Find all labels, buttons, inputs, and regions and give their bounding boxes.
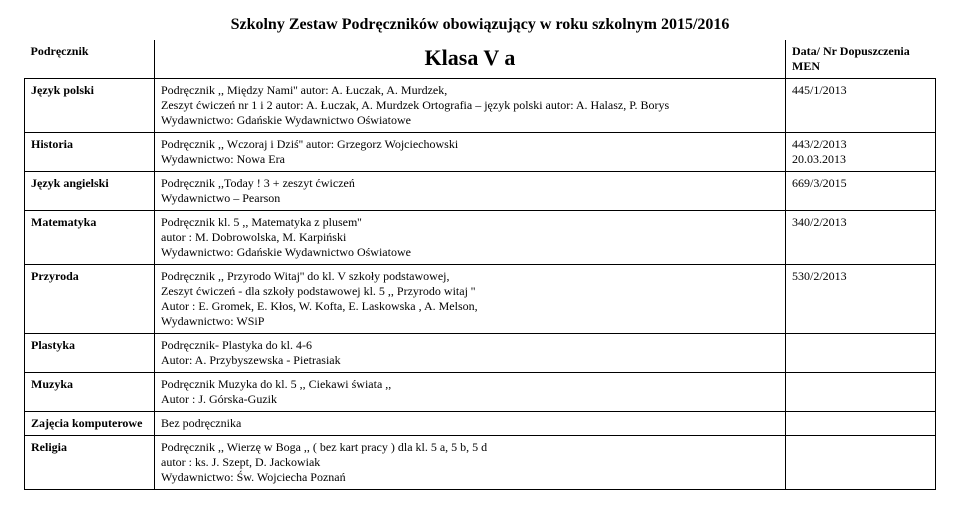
header-col-approval: Data/ Nr Dopuszczenia MEN <box>786 40 936 79</box>
table-row: ReligiaPodręcznik ,, Wierzę w Boga ,, ( … <box>25 436 936 490</box>
subject-cell: Język angielski <box>25 172 155 211</box>
table-row: Język angielskiPodręcznik ,,Today ! 3 + … <box>25 172 936 211</box>
table-row: Zajęcia komputeroweBez podręcznika <box>25 412 936 436</box>
content-cell: Podręcznik ,, Wczoraj i Dziś'' autor: Gr… <box>155 133 786 172</box>
approval-cell <box>786 334 936 373</box>
subject-cell: Przyroda <box>25 265 155 334</box>
approval-cell <box>786 373 936 412</box>
approval-cell: 443/2/2013 20.03.2013 <box>786 133 936 172</box>
subject-cell: Plastyka <box>25 334 155 373</box>
subject-cell: Religia <box>25 436 155 490</box>
table-row: PrzyrodaPodręcznik ,, Przyrodo Witaj'' d… <box>25 265 936 334</box>
document-title: Szkolny Zestaw Podręczników obowiązujący… <box>24 16 936 34</box>
table-row: PlastykaPodręcznik- Plastyka do kl. 4-6 … <box>25 334 936 373</box>
subject-cell: Język polski <box>25 79 155 133</box>
table-row: MuzykaPodręcznik Muzyka do kl. 5 ,, Ciek… <box>25 373 936 412</box>
approval-cell: 445/1/2013 <box>786 79 936 133</box>
content-cell: Bez podręcznika <box>155 412 786 436</box>
textbook-table: Podręcznik Klasa V a Data/ Nr Dopuszczen… <box>24 40 936 490</box>
table-row: MatematykaPodręcznik kl. 5 ,, Matematyka… <box>25 211 936 265</box>
content-cell: Podręcznik kl. 5 ,, Matematyka z plusem'… <box>155 211 786 265</box>
approval-cell: 669/3/2015 <box>786 172 936 211</box>
content-cell: Podręcznik Muzyka do kl. 5 ,, Ciekawi św… <box>155 373 786 412</box>
table-row: Język polskiPodręcznik ,, Między Nami'' … <box>25 79 936 133</box>
approval-cell <box>786 412 936 436</box>
content-cell: Podręcznik- Plastyka do kl. 4-6 Autor: A… <box>155 334 786 373</box>
table-header-row: Podręcznik Klasa V a Data/ Nr Dopuszczen… <box>25 40 936 79</box>
header-col-subject: Podręcznik <box>25 40 155 79</box>
header-col-class: Klasa V a <box>155 40 786 79</box>
subject-cell: Zajęcia komputerowe <box>25 412 155 436</box>
approval-cell <box>786 436 936 490</box>
content-cell: Podręcznik ,, Przyrodo Witaj'' do kl. V … <box>155 265 786 334</box>
subject-cell: Historia <box>25 133 155 172</box>
subject-cell: Muzyka <box>25 373 155 412</box>
content-cell: Podręcznik ,, Wierzę w Boga ,, ( bez kar… <box>155 436 786 490</box>
approval-cell: 530/2/2013 <box>786 265 936 334</box>
table-row: HistoriaPodręcznik ,, Wczoraj i Dziś'' a… <box>25 133 936 172</box>
content-cell: Podręcznik ,,Today ! 3 + zeszyt ćwiczeń … <box>155 172 786 211</box>
approval-cell: 340/2/2013 <box>786 211 936 265</box>
content-cell: Podręcznik ,, Między Nami'' autor: A. Łu… <box>155 79 786 133</box>
subject-cell: Matematyka <box>25 211 155 265</box>
